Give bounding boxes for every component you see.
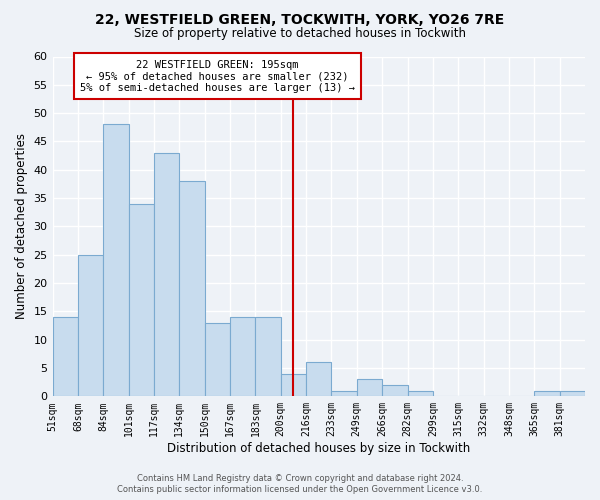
Bar [331, 390, 357, 396]
Text: 22 WESTFIELD GREEN: 195sqm
← 95% of detached houses are smaller (232)
5% of semi: 22 WESTFIELD GREEN: 195sqm ← 95% of deta… [80, 60, 355, 93]
Bar [306, 362, 331, 396]
Bar [357, 380, 382, 396]
Bar [281, 374, 306, 396]
Text: Size of property relative to detached houses in Tockwith: Size of property relative to detached ho… [134, 28, 466, 40]
Bar [230, 317, 256, 396]
Bar [534, 390, 560, 396]
Bar [154, 153, 179, 396]
Bar [560, 390, 585, 396]
Bar [78, 254, 103, 396]
X-axis label: Distribution of detached houses by size in Tockwith: Distribution of detached houses by size … [167, 442, 470, 455]
Bar [103, 124, 128, 396]
Bar [256, 317, 281, 396]
Bar [179, 181, 205, 396]
Bar [128, 204, 154, 396]
Bar [407, 390, 433, 396]
Text: 22, WESTFIELD GREEN, TOCKWITH, YORK, YO26 7RE: 22, WESTFIELD GREEN, TOCKWITH, YORK, YO2… [95, 12, 505, 26]
Text: Contains HM Land Registry data © Crown copyright and database right 2024.
Contai: Contains HM Land Registry data © Crown c… [118, 474, 482, 494]
Bar [205, 322, 230, 396]
Bar [382, 385, 407, 396]
Bar [53, 317, 78, 396]
Y-axis label: Number of detached properties: Number of detached properties [15, 134, 28, 320]
